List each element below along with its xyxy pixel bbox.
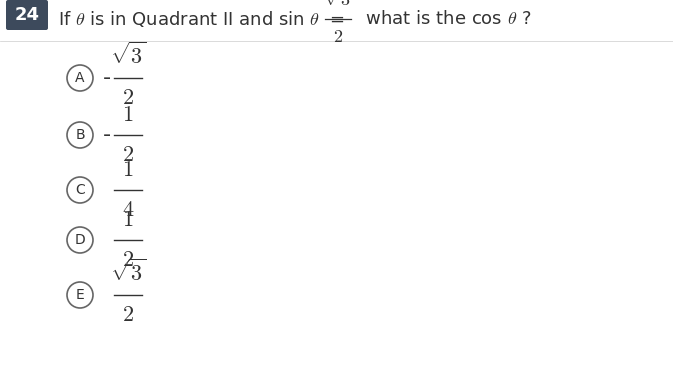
Text: 24: 24 — [15, 6, 40, 24]
Text: $\sqrt{3}$: $\sqrt{3}$ — [110, 42, 146, 68]
Text: B: B — [75, 128, 85, 142]
Text: C: C — [75, 183, 85, 197]
Text: A: A — [75, 71, 85, 85]
FancyBboxPatch shape — [6, 0, 48, 30]
Text: -: - — [103, 68, 111, 88]
Text: If $\theta$ is in Quadrant II and sin $\theta$  =: If $\theta$ is in Quadrant II and sin $\… — [58, 9, 345, 29]
Text: E: E — [75, 288, 84, 302]
Text: $1$: $1$ — [122, 105, 134, 125]
Text: $4$: $4$ — [122, 200, 134, 220]
Text: $1$: $1$ — [122, 210, 134, 230]
Text: D: D — [75, 233, 85, 247]
Text: $2$: $2$ — [333, 28, 343, 46]
Text: $\sqrt{3}$: $\sqrt{3}$ — [110, 259, 146, 285]
Text: $2$: $2$ — [122, 88, 134, 108]
Text: what is the cos $\theta$ ?: what is the cos $\theta$ ? — [360, 10, 532, 28]
Text: $\sqrt{3}$: $\sqrt{3}$ — [322, 0, 353, 10]
Text: $2$: $2$ — [122, 250, 134, 270]
Text: $2$: $2$ — [122, 305, 134, 325]
Text: -: - — [103, 125, 111, 145]
Text: $1$: $1$ — [122, 160, 134, 180]
Text: $2$: $2$ — [122, 145, 134, 165]
